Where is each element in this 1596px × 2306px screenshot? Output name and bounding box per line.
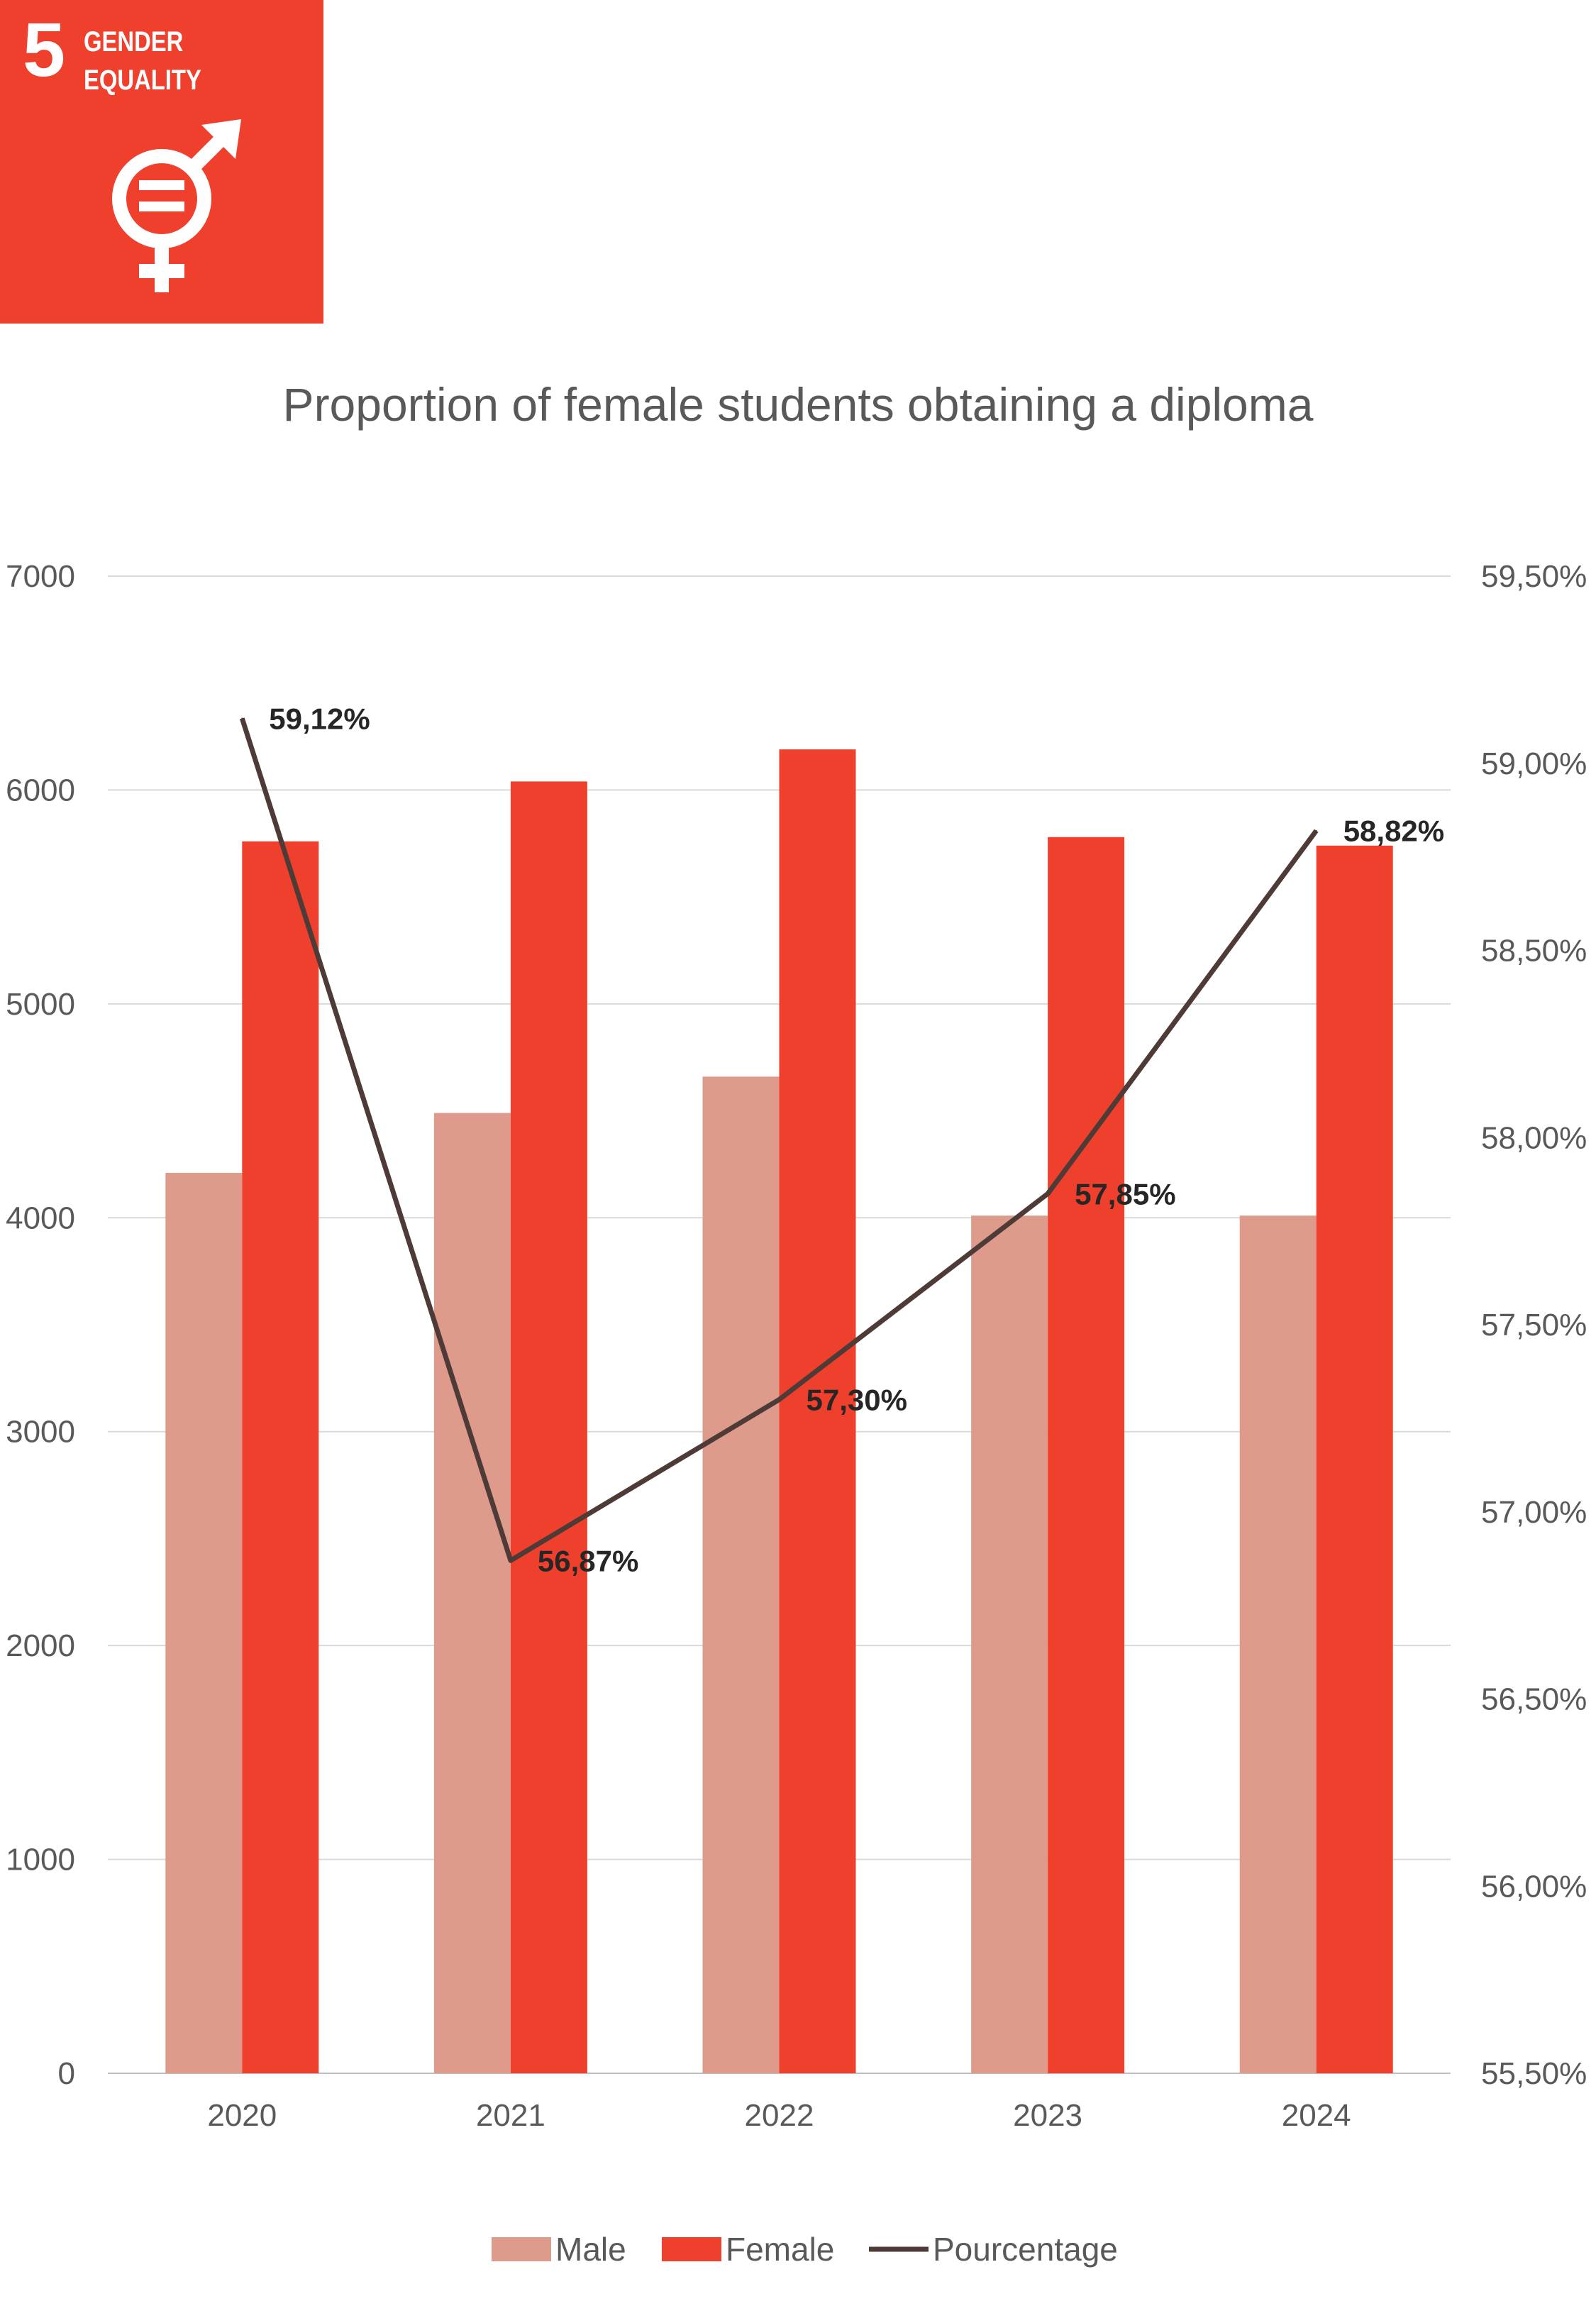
data-label: 56,87% <box>538 1544 638 1577</box>
chart-title: Proportion of female students obtaining … <box>282 378 1314 431</box>
y-left-tick-label: 1000 <box>6 1843 75 1877</box>
sdg-goal-label-line2: EQUALITY <box>84 65 201 96</box>
y-right-tick-label: 58,00% <box>1481 1120 1587 1155</box>
sdg-goal-number: 5 <box>23 6 66 92</box>
line-series <box>239 717 1319 1563</box>
data-label: 57,30% <box>807 1384 907 1417</box>
line-point <box>1315 829 1317 832</box>
legend-swatch-female <box>662 2237 721 2261</box>
y-right-tick-label: 56,00% <box>1481 1869 1587 1904</box>
data-labels: 59,12% 56,87% 57,30% 57,85% 58,82% <box>269 702 1444 1577</box>
bar-male <box>433 1113 511 2073</box>
x-tick-label: 2020 <box>207 2098 277 2133</box>
axis-ticks: 0 1000 2000 3000 4000 5000 6000 7000 55,50% 56,00… <box>6 559 1587 2133</box>
legend-label-pourcentage: Pourcentage <box>933 2231 1118 2268</box>
bar-female <box>1048 837 1125 2073</box>
y-left-tick-label: 0 <box>58 2056 75 2091</box>
y-right-tick-label: 59,50% <box>1481 559 1587 594</box>
y-left-tick-label: 3000 <box>6 1415 75 1450</box>
gender-equality-icon <box>112 119 241 292</box>
y-right-tick-label: 57,00% <box>1481 1495 1587 1530</box>
line-point <box>509 1560 511 1562</box>
sdg-goal-badge: 5 GENDER EQUALITY <box>0 0 323 324</box>
legend-label-male: Male <box>555 2231 626 2268</box>
y-right-tick-label: 55,50% <box>1481 2056 1587 2091</box>
legend-swatch-male <box>492 2237 551 2261</box>
line-point <box>1047 1193 1049 1195</box>
x-tick-label: 2022 <box>745 2098 814 2133</box>
bar-female <box>1316 845 1393 2073</box>
line-point <box>778 1399 780 1401</box>
y-right-tick-label: 57,50% <box>1481 1308 1587 1342</box>
y-left-tick-label: 2000 <box>6 1628 75 1663</box>
y-left-tick-label: 7000 <box>6 559 75 594</box>
bar-male <box>1239 1215 1317 2073</box>
data-label: 57,85% <box>1075 1177 1175 1210</box>
y-left-tick-label: 6000 <box>6 773 75 807</box>
sdg-goal-label: GENDER EQUALITY <box>84 23 201 99</box>
bar-female <box>510 781 587 2073</box>
bar-male <box>702 1076 780 2073</box>
sdg-goal-label-line1: GENDER <box>84 26 184 57</box>
y-left-tick-label: 5000 <box>6 987 75 1022</box>
data-label: 59,12% <box>269 702 370 735</box>
x-tick-label: 2021 <box>476 2098 545 2133</box>
y-right-tick-label: 56,50% <box>1481 1682 1587 1717</box>
x-tick-label: 2023 <box>1013 2098 1082 2133</box>
bar-series <box>165 749 1393 2073</box>
bar-female <box>242 841 319 2073</box>
legend-label-female: Female <box>726 2231 834 2268</box>
x-tick-label: 2024 <box>1282 2098 1351 2133</box>
y-left-tick-label: 4000 <box>6 1201 75 1235</box>
line-point <box>241 717 243 719</box>
bar-male <box>165 1172 243 2073</box>
data-label: 58,82% <box>1343 815 1444 848</box>
y-right-tick-label: 58,50% <box>1481 934 1587 969</box>
y-right-tick-label: 59,00% <box>1481 746 1587 781</box>
bar-male <box>971 1215 1048 2073</box>
bar-female <box>779 749 856 2073</box>
legend: Male Female Pourcentage <box>492 2231 1118 2268</box>
